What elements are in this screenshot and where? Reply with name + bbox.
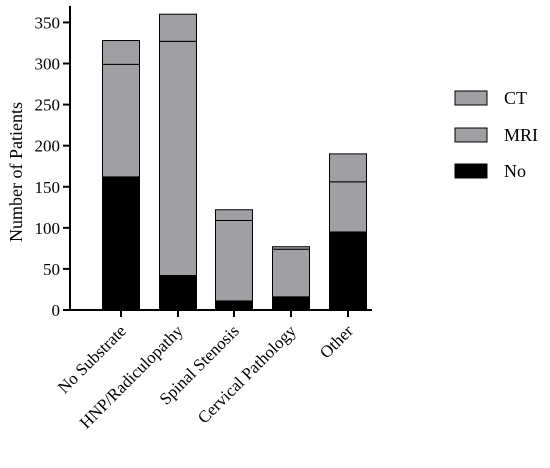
bar-ct-4 (272, 246, 310, 250)
y-tick-label: 200 (35, 137, 61, 156)
legend-label-ct: CT (504, 88, 527, 108)
y-tick-label: 300 (35, 55, 61, 74)
bars-group (102, 13, 367, 311)
bar-ct-5 (329, 153, 367, 183)
bar-no-2 (159, 274, 197, 311)
y-tick-label: 150 (35, 178, 61, 197)
y-tick-label: 350 (35, 13, 61, 32)
bar-no-5 (329, 231, 367, 311)
y-tick-label: 100 (35, 219, 61, 238)
y-tick-label: 0 (52, 301, 61, 320)
bar-no-4 (272, 296, 310, 311)
bar-mri-2 (159, 40, 197, 276)
bar-ct-2 (159, 13, 197, 42)
x-category-label: Cervical Pathology (194, 321, 300, 427)
legend-swatch-mri (454, 127, 488, 143)
bar-no-3 (215, 300, 253, 311)
legend-swatch-ct (454, 90, 488, 106)
legend-swatch-no (454, 163, 488, 179)
bar-no-1 (102, 176, 140, 311)
y-tick-label: 50 (43, 260, 60, 279)
x-category-label: Other (316, 321, 357, 362)
bar-mri-3 (215, 219, 253, 302)
bar-mri-4 (272, 248, 310, 298)
x-category-label: HNP/Radiculopathy (76, 321, 187, 432)
bar-ct-3 (215, 209, 253, 221)
bar-ct-1 (102, 40, 140, 65)
y-axis-title: Number of Patients (6, 102, 26, 242)
bar-mri-5 (329, 181, 367, 233)
legend-label-no: No (504, 161, 526, 181)
legend: CT MRI No (454, 88, 538, 181)
bar-mri-1 (102, 63, 140, 178)
y-tick-label: 250 (35, 96, 61, 115)
legend-label-mri: MRI (504, 125, 538, 145)
